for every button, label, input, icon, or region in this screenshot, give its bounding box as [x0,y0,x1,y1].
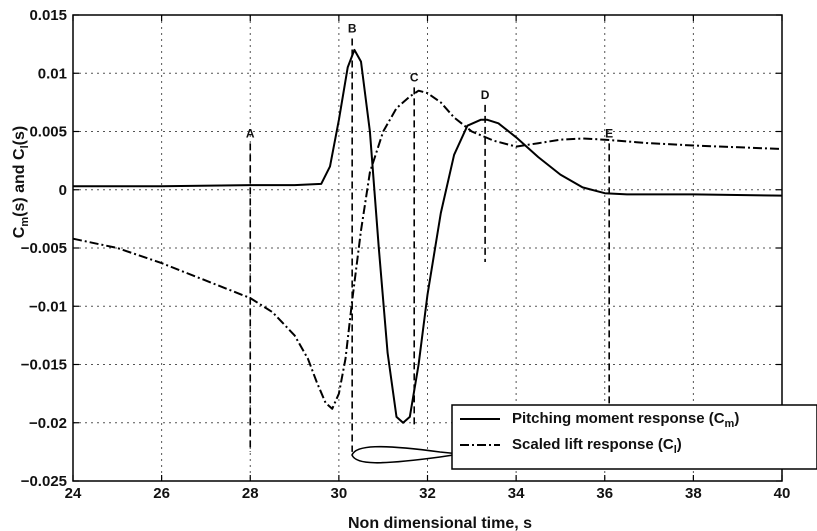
marker-label-e: E [605,126,613,140]
x-tick-label: 30 [331,485,348,502]
y-tick-label: 0.015 [29,7,67,24]
airfoil-shape [351,445,461,464]
y-tick-label: −0.025 [21,473,67,490]
airfoil-sketch [351,445,461,464]
x-axis-label: Non dimensional time, s [348,515,532,531]
grid-lines [73,15,782,481]
y-tick-label: 0.01 [38,65,67,82]
series-line-scaled-lift [72,89,783,410]
y-tick-label: −0.02 [29,415,67,432]
legend-label-pitching: Pitching moment response (Cm) [512,410,739,430]
marker-label-c: C [410,70,419,84]
marker-label-a: A [246,126,255,140]
x-tick-label: 26 [153,485,170,502]
plot-border [72,14,783,482]
x-tick-label: 32 [419,485,436,502]
event-markers: A B C D E [246,21,613,452]
legend: Pitching moment response (Cm) Scaled lif… [451,404,817,470]
marker-label-b: B [348,21,357,35]
x-tick-label: 28 [242,485,259,502]
legend-box [451,404,817,470]
y-tick-label: −0.015 [21,357,67,374]
x-tick-label: 34 [508,485,525,502]
legend-label-lift: Scaled lift response (Cl) [512,436,682,456]
y-axis-label: Cm(s) and Cl(s) [11,126,31,238]
series-line-pitching-moment [73,48,783,424]
y-tick-labels: 0.015 0.01 0.005 0 −0.005 −0.01 −0.015 −0.02 −0.… [21,7,67,490]
y-tick-label: −0.005 [21,240,67,257]
y-tick-label: −0.01 [29,298,67,315]
x-tick-labels: 24 26 28 30 32 34 36 38 40 [65,485,791,502]
x-tick-label: 24 [65,485,82,502]
marker-label-d: D [481,88,490,102]
x-tick-label: 40 [774,485,791,502]
x-tick-label: 36 [596,485,613,502]
y-tick-label: 0.005 [29,124,67,141]
x-tick-label: 38 [685,485,702,502]
y-tick-label: 0 [59,182,67,199]
series-layer [72,48,783,424]
axes-frame [72,14,783,482]
